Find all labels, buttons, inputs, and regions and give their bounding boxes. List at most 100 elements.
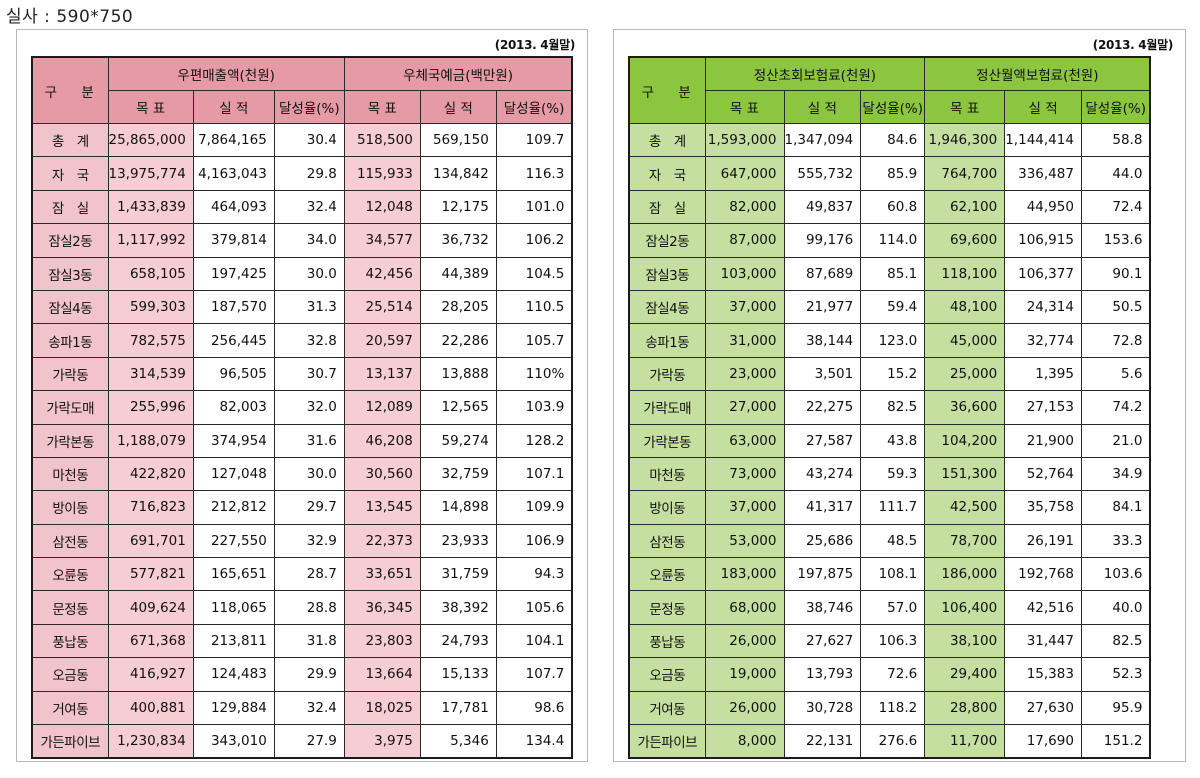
table-row: 풍납동 671,368 213,811 31.8 23,803 24,793 104.1 <box>31 623 573 659</box>
cell-rate: 103.6 <box>1080 557 1151 592</box>
cell-rate: 151.2 <box>1080 724 1151 759</box>
cell-rate: 32.4 <box>273 189 345 225</box>
row-label: 잠실3동 <box>31 256 109 291</box>
cell-rate: 109.9 <box>495 490 573 525</box>
row-label: 마천동 <box>628 456 706 492</box>
table-row: 잠실2동 1,117,992 379,814 34.0 34,577 36,732 106.… <box>31 223 573 258</box>
row-label: 거여동 <box>628 690 706 726</box>
table-row: 가든파이브 8,000 22,131 276.6 11,700 17,690 151.2 <box>628 724 1151 759</box>
header-actual: 실 적 <box>192 90 275 124</box>
header-rate: 달성율(%) <box>495 90 573 124</box>
cell-actual: 15,383 <box>1004 657 1082 692</box>
header-target: 목 표 <box>704 90 785 124</box>
cell-target: 26,000 <box>704 623 785 659</box>
table-row: 잠 실 1,433,839 464,093 32.4 12,048 12,175 101.0 <box>31 189 573 225</box>
cell-target: 400,881 <box>107 690 194 726</box>
cell-target: 73,000 <box>704 456 785 492</box>
row-label: 송파1동 <box>31 323 109 358</box>
header-target: 목 표 <box>924 90 1006 124</box>
table-row: 마천동 422,820 127,048 30.0 30,560 32,759 107.1 <box>31 456 573 492</box>
cell-target: 13,545 <box>343 490 421 525</box>
cell-actual: 27,630 <box>1004 690 1082 726</box>
cell-target: 20,597 <box>343 323 421 358</box>
row-label: 가락동 <box>628 356 706 392</box>
cell-target: 691,701 <box>107 523 194 559</box>
row-label: 가든파이브 <box>628 724 706 759</box>
cell-actual: 87,689 <box>783 256 862 291</box>
row-label: 거여동 <box>31 690 109 726</box>
cell-target: 1,230,834 <box>107 724 194 759</box>
cell-target: 25,865,000 <box>107 122 194 158</box>
table-row: 잠실4동 599,303 187,570 31.3 25,514 28,205 110.5 <box>31 289 573 325</box>
cell-actual: 379,814 <box>192 223 275 258</box>
cell-rate: 101.0 <box>495 189 573 225</box>
cell-actual: 464,093 <box>192 189 275 225</box>
cell-actual: 35,758 <box>1004 490 1082 525</box>
cell-rate: 33.3 <box>1080 523 1151 559</box>
cell-actual: 13,793 <box>783 657 862 692</box>
table-row: 가든파이브 1,230,834 343,010 27.9 3,975 5,346 134.4 <box>31 724 573 759</box>
cell-actual: 44,389 <box>419 256 497 291</box>
row-label: 문정동 <box>628 590 706 625</box>
header-first-premium: 정산초회보험료(천원) <box>704 56 926 91</box>
row-label: 오금동 <box>628 657 706 692</box>
cell-target: 18,025 <box>343 690 421 726</box>
cell-rate: 29.9 <box>273 657 345 692</box>
cell-target: 115,933 <box>343 156 421 191</box>
cell-actual: 118,065 <box>192 590 275 625</box>
as-of-date: (2013. 4월말) <box>1092 38 1174 52</box>
cell-target: 8,000 <box>704 724 785 759</box>
cell-target: 22,373 <box>343 523 421 559</box>
cell-actual: 192,768 <box>1004 557 1082 592</box>
row-label: 잠 실 <box>628 189 706 225</box>
cell-target: 27,000 <box>704 390 785 425</box>
cell-target: 82,000 <box>704 189 785 225</box>
cell-target: 416,927 <box>107 657 194 692</box>
table-row: 잠실3동 658,105 197,425 30.0 42,456 44,389 104.5 <box>31 256 573 291</box>
header-rate: 달성율(%) <box>1080 90 1151 124</box>
cell-rate: 57.0 <box>860 590 926 625</box>
cell-rate: 111.7 <box>860 490 926 525</box>
cell-rate: 72.8 <box>1080 323 1151 358</box>
cell-rate: 34.0 <box>273 223 345 258</box>
cell-actual: 31,447 <box>1004 623 1082 659</box>
cell-target: 183,000 <box>704 557 785 592</box>
cell-rate: 30.0 <box>273 456 345 492</box>
cell-actual: 27,627 <box>783 623 862 659</box>
row-label: 가락동 <box>31 356 109 392</box>
header-postal-sales: 우편매출액(천원) <box>107 56 345 91</box>
cell-actual: 4,163,043 <box>192 156 275 191</box>
cell-rate: 107.1 <box>495 456 573 492</box>
cell-target: 68,000 <box>704 590 785 625</box>
header-row-sub: 목 표 실 적 달성율(%) 목 표 실 적 달성율(%) <box>629 90 1151 124</box>
cell-rate: 59.4 <box>860 289 926 325</box>
cell-rate: 31.8 <box>273 623 345 659</box>
table-row: 가락동 23,000 3,501 15.2 25,000 1,395 5.6 <box>628 356 1151 392</box>
cell-rate: 32.9 <box>273 523 345 559</box>
row-label: 가든파이브 <box>31 724 109 759</box>
cell-target: 62,100 <box>924 189 1006 225</box>
cell-target: 782,575 <box>107 323 194 358</box>
cell-rate: 31.3 <box>273 289 345 325</box>
postal-sales-table: 구 분 우편매출액(천원) 우체국예금(백만원) 목 표 실 적 달성율(%) … <box>31 56 574 760</box>
cell-rate: 85.1 <box>860 256 926 291</box>
cell-rate: 118.2 <box>860 690 926 726</box>
cell-actual: 124,483 <box>192 657 275 692</box>
cell-actual: 21,977 <box>783 289 862 325</box>
cell-target: 53,000 <box>704 523 785 559</box>
cell-actual: 17,781 <box>419 690 497 726</box>
row-label: 가락도매 <box>31 390 109 425</box>
cell-target: 1,188,079 <box>107 423 194 458</box>
cell-rate: 72.6 <box>860 657 926 692</box>
cell-rate: 94.3 <box>495 557 573 592</box>
cell-actual: 343,010 <box>192 724 275 759</box>
row-label: 잠실4동 <box>628 289 706 325</box>
cell-target: 103,000 <box>704 256 785 291</box>
cell-rate: 134.4 <box>495 724 573 759</box>
cell-actual: 99,176 <box>783 223 862 258</box>
row-label: 잠실2동 <box>31 223 109 258</box>
table-row: 풍납동 26,000 27,627 106.3 38,100 31,447 82.5 <box>628 623 1151 659</box>
cell-target: 104,200 <box>924 423 1006 458</box>
cell-target: 671,368 <box>107 623 194 659</box>
header-actual: 실 적 <box>419 90 497 124</box>
